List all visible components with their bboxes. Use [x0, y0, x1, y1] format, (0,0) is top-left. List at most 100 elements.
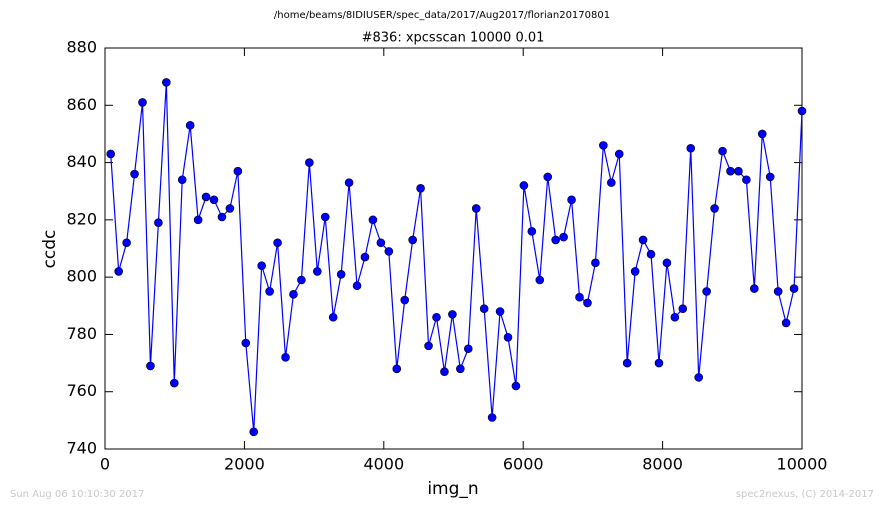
data-point — [336, 269, 346, 279]
data-point — [257, 261, 266, 270]
y-tick-label: 820 — [66, 209, 97, 228]
data-point — [742, 175, 751, 185]
data-point — [233, 166, 243, 176]
data-point — [209, 195, 219, 205]
data-point — [106, 149, 116, 159]
data-point — [313, 267, 322, 276]
data-point — [384, 247, 394, 256]
data-point — [503, 332, 513, 342]
suptitle: /home/beams/8IDIUSER/spec_data/2017/Aug2… — [274, 10, 610, 21]
data-point — [527, 227, 537, 236]
data-point — [646, 249, 656, 259]
data-line — [110, 82, 803, 432]
data-point — [130, 169, 139, 179]
data-point — [479, 304, 489, 313]
data-point — [638, 235, 648, 245]
data-point — [607, 178, 616, 187]
data-point — [662, 258, 672, 268]
data-point — [630, 267, 640, 276]
data-point — [511, 381, 521, 391]
data-point — [249, 427, 259, 437]
data-point — [424, 341, 433, 351]
data-point — [193, 215, 203, 225]
data-point — [297, 275, 306, 285]
data-point — [559, 232, 568, 242]
data-point — [797, 106, 807, 116]
y-tick-label: 760 — [66, 381, 97, 400]
data-point — [456, 364, 465, 374]
data-point — [654, 358, 664, 368]
data-point — [265, 287, 274, 296]
data-point — [726, 166, 735, 176]
data-point — [169, 378, 179, 388]
data-point — [201, 192, 211, 202]
data-point — [185, 121, 195, 130]
y-tick-label: 740 — [66, 439, 97, 458]
data-point — [217, 212, 227, 222]
data-point — [344, 178, 354, 187]
x-tick-label: 4000 — [363, 455, 404, 474]
plot-frame — [104, 47, 803, 450]
data-point — [146, 361, 155, 371]
x-axis-label: img_n — [427, 479, 478, 499]
data-point — [352, 281, 362, 291]
y-tick-label: 840 — [66, 152, 97, 171]
data-point — [400, 295, 410, 305]
x-tick-label: 2000 — [224, 455, 265, 474]
data-point — [448, 310, 457, 319]
y-axis-label: ccdc — [40, 230, 60, 269]
data-point — [305, 158, 314, 167]
data-point — [416, 184, 425, 193]
data-point — [241, 338, 251, 348]
y-tick-label: 880 — [66, 38, 97, 57]
data-point — [765, 172, 775, 182]
y-tick-label: 860 — [66, 95, 97, 114]
data-point — [567, 195, 576, 205]
data-point — [750, 284, 759, 293]
data-point — [495, 307, 505, 316]
data-point — [376, 238, 386, 248]
data-point — [471, 204, 481, 213]
data-point — [583, 298, 592, 308]
data-point — [670, 312, 680, 322]
data-point — [710, 204, 719, 213]
data-point — [289, 290, 298, 299]
data-point — [432, 312, 441, 322]
data-point — [678, 304, 688, 313]
data-point — [281, 353, 290, 362]
data-point — [622, 358, 632, 368]
y-tick-label: 780 — [66, 324, 97, 343]
data-point — [718, 146, 727, 156]
data-point — [225, 204, 235, 213]
data-point — [781, 318, 791, 328]
data-point — [734, 166, 743, 176]
data-point — [487, 413, 497, 422]
data-point — [543, 172, 553, 182]
data-point — [575, 292, 584, 302]
data-point — [789, 284, 799, 293]
data-point — [686, 143, 696, 153]
data-point — [273, 238, 282, 248]
y-tick-label: 800 — [66, 267, 97, 286]
data-point — [162, 78, 171, 87]
data-point — [551, 235, 560, 245]
data-point — [440, 367, 449, 376]
x-tick-label: 8000 — [642, 455, 683, 474]
data-point — [694, 373, 704, 382]
data-point — [702, 287, 711, 296]
data-point — [320, 212, 330, 222]
data-point — [177, 175, 187, 185]
footer-left: Sun Aug 06 10:10:30 2017 — [10, 489, 144, 500]
data-point — [519, 181, 529, 190]
data-point — [392, 364, 402, 374]
data-point — [154, 218, 163, 228]
data-point — [614, 149, 624, 159]
data-point — [599, 141, 608, 150]
data-point — [773, 287, 783, 296]
x-tick-label: 6000 — [503, 455, 544, 474]
data-point — [757, 129, 767, 139]
data-point — [368, 215, 378, 225]
data-point — [360, 252, 370, 262]
x-tick-label: 10000 — [777, 455, 828, 474]
